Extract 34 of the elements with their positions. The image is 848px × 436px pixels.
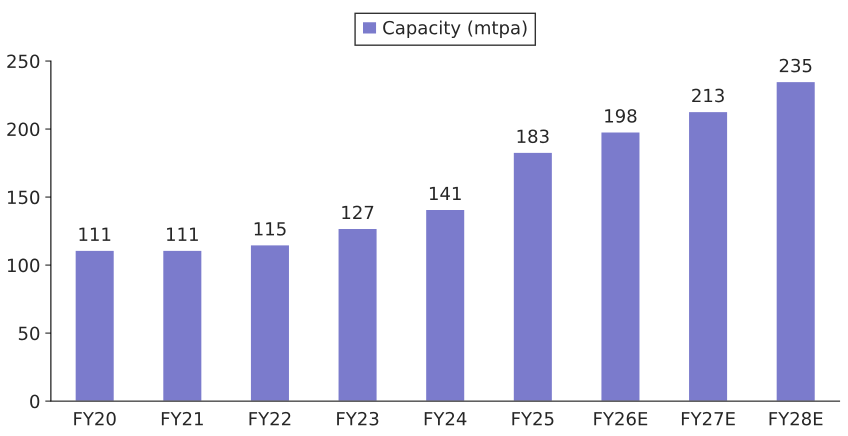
bar — [250, 244, 290, 402]
x-tick-label: FY21 — [162, 412, 203, 426]
data-label: 213 — [692, 88, 724, 102]
legend-label: Capacity (mtpa) — [383, 20, 527, 38]
data-label: 141 — [430, 186, 461, 200]
x-tick-label: FY20 — [74, 412, 116, 426]
bar — [688, 110, 728, 402]
y-tick-label: 0 — [30, 394, 40, 408]
x-tick-label: FY28E — [770, 412, 822, 426]
data-label: 198 — [605, 109, 636, 123]
x-tick-label: FY27E — [682, 412, 735, 426]
y-tick-label: 200 — [7, 122, 40, 136]
y-tick-label: 100 — [8, 258, 40, 272]
x-tick-label: FY23 — [337, 412, 378, 426]
x-tick-label: FY22 — [250, 412, 290, 426]
bar — [74, 249, 116, 402]
data-label: 115 — [254, 222, 286, 236]
x-tick-label: FY24 — [424, 412, 466, 426]
bar — [600, 131, 641, 402]
data-label: 183 — [518, 129, 549, 144]
x-tick-label: FY25 — [512, 412, 554, 426]
y-tick-label: 50 — [18, 326, 40, 340]
bar — [424, 208, 466, 402]
bar — [337, 228, 378, 402]
data-label: 127 — [342, 206, 374, 220]
data-label: 235 — [780, 58, 812, 72]
bar — [162, 249, 203, 402]
y-tick-label: 250 — [7, 54, 40, 68]
data-label: 111 — [167, 228, 198, 241]
data-label: 111 — [79, 228, 110, 241]
x-tick-label: FY26E — [594, 412, 648, 426]
bar — [512, 151, 554, 402]
y-tick-label: 150 — [8, 190, 40, 204]
bar — [775, 80, 816, 402]
